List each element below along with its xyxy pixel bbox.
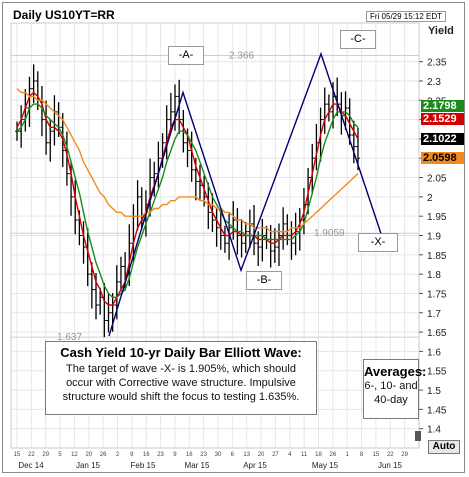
ma40-line	[16, 88, 359, 233]
wave-a-label: -A-	[168, 46, 204, 65]
x-day-tick-label: 27	[272, 452, 279, 458]
analysis-note: Cash Yield 10-yr Daily Bar Elliott Wave:…	[45, 341, 317, 415]
y-tick-label: 1.6	[427, 347, 441, 358]
x-day-tick-label: 15	[373, 452, 380, 458]
x-month-label: Jun 15	[378, 461, 403, 470]
x-day-tick-label: 15	[14, 452, 21, 458]
y-tick-label: 1.9	[427, 232, 441, 243]
y-tick-label: 1.7	[427, 309, 441, 320]
x-day-tick-label: 20	[258, 452, 265, 458]
y-tick-label: 1.55	[427, 367, 447, 378]
x-day-tick-label: 18	[315, 452, 322, 458]
x-day-tick-label: 6	[231, 452, 235, 458]
price-tag-ma10: 2.1798	[421, 100, 464, 112]
price-tag-last: 2.1022	[421, 133, 464, 145]
y-tick-label: 2.3	[427, 77, 441, 88]
x-day-tick-label: 26	[330, 452, 337, 458]
x-day-tick-label: 20	[85, 452, 92, 458]
level-label: 1.637	[57, 332, 82, 343]
y-tick-label: 1.45	[427, 405, 447, 416]
x-day-tick-label: 22	[28, 452, 35, 458]
x-day-tick-label: 12	[71, 452, 78, 458]
y-tick-label: 1.85	[427, 251, 447, 262]
x-day-tick-label: 30	[215, 452, 222, 458]
y-tick-label: 2	[427, 193, 433, 204]
datestamp: Fri 05/29 15:12 EDT	[366, 11, 447, 22]
averages-title: Averages:	[364, 364, 427, 379]
x-day-tick-label: 9	[130, 452, 134, 458]
x-day-tick-label: 1	[346, 452, 350, 458]
x-month-label: Apr 15	[243, 461, 267, 470]
y-axis-label: Yield	[428, 25, 454, 37]
y-tick-label: 1.8	[427, 270, 441, 281]
x-day-tick-label: 11	[301, 452, 308, 458]
chart-title: Daily US10YT=RR	[13, 8, 115, 22]
x-month-label: Mar 15	[185, 461, 210, 470]
note-body: The target of wave -X- is 1.905%, which …	[62, 363, 300, 403]
x-day-tick-label: 4	[288, 452, 292, 458]
y-tick-label: 1.65	[427, 328, 447, 339]
averages-body: 6-, 10- and 40-day	[364, 380, 418, 406]
x-day-tick-label: 2	[116, 452, 120, 458]
averages-legend: Averages: 6-, 10- and 40-day	[363, 359, 427, 419]
chart-frame: 1.4 1.45 1.5 1.55 1.6 1.65 1.7 1.75 1.8 1.85 1.9 1.…	[2, 2, 465, 473]
price-tag-ma40: 2.0598	[421, 152, 464, 164]
y-tick-label: 2.35	[427, 58, 447, 69]
x-month-label: Jan 15	[76, 461, 101, 470]
x-day-tick-label: 23	[157, 452, 164, 458]
ma10-line	[16, 103, 359, 298]
x-month-label: May 15	[312, 461, 339, 470]
level-label: 1.9059	[314, 228, 345, 239]
x-day-tick-label: 16	[186, 452, 193, 458]
x-day-tick-label: 13	[243, 452, 250, 458]
price-tag-ma6: 2.1529	[421, 113, 464, 125]
scroll-marker[interactable]	[415, 431, 421, 441]
y-tick-label: 2.05	[427, 174, 447, 185]
y-tick-label: 1.4	[427, 425, 441, 436]
y-tick-label: 1.75	[427, 289, 447, 300]
elliott-wave-path	[108, 51, 382, 337]
wave-b-label: -B-	[246, 271, 282, 290]
x-day-tick-label: 23	[200, 452, 207, 458]
wave-c-label: -C-	[340, 30, 376, 49]
x-day-tick-label: 5	[58, 452, 62, 458]
x-day-tick-label: 16	[143, 452, 150, 458]
x-day-tick-label: 22	[387, 452, 394, 458]
wave-x-label: -X-	[358, 233, 398, 252]
x-day-tick-label: 8	[360, 452, 364, 458]
x-day-tick-label: 9	[173, 452, 177, 458]
level-label: 2.366	[229, 50, 254, 61]
x-day-tick-label: 26	[100, 452, 107, 458]
note-title: Cash Yield 10-yr Daily Bar Elliott Wave:	[60, 345, 302, 360]
y-tick-label: 1.95	[427, 212, 447, 223]
x-day-tick-label: 29	[401, 452, 408, 458]
x-day-tick-label: 29	[42, 452, 49, 458]
x-month-label: Feb 15	[131, 461, 156, 470]
x-month-label: Dec 14	[18, 461, 44, 470]
auto-scale-button[interactable]: Auto	[428, 440, 460, 454]
y-tick-label: 1.5	[427, 386, 441, 397]
